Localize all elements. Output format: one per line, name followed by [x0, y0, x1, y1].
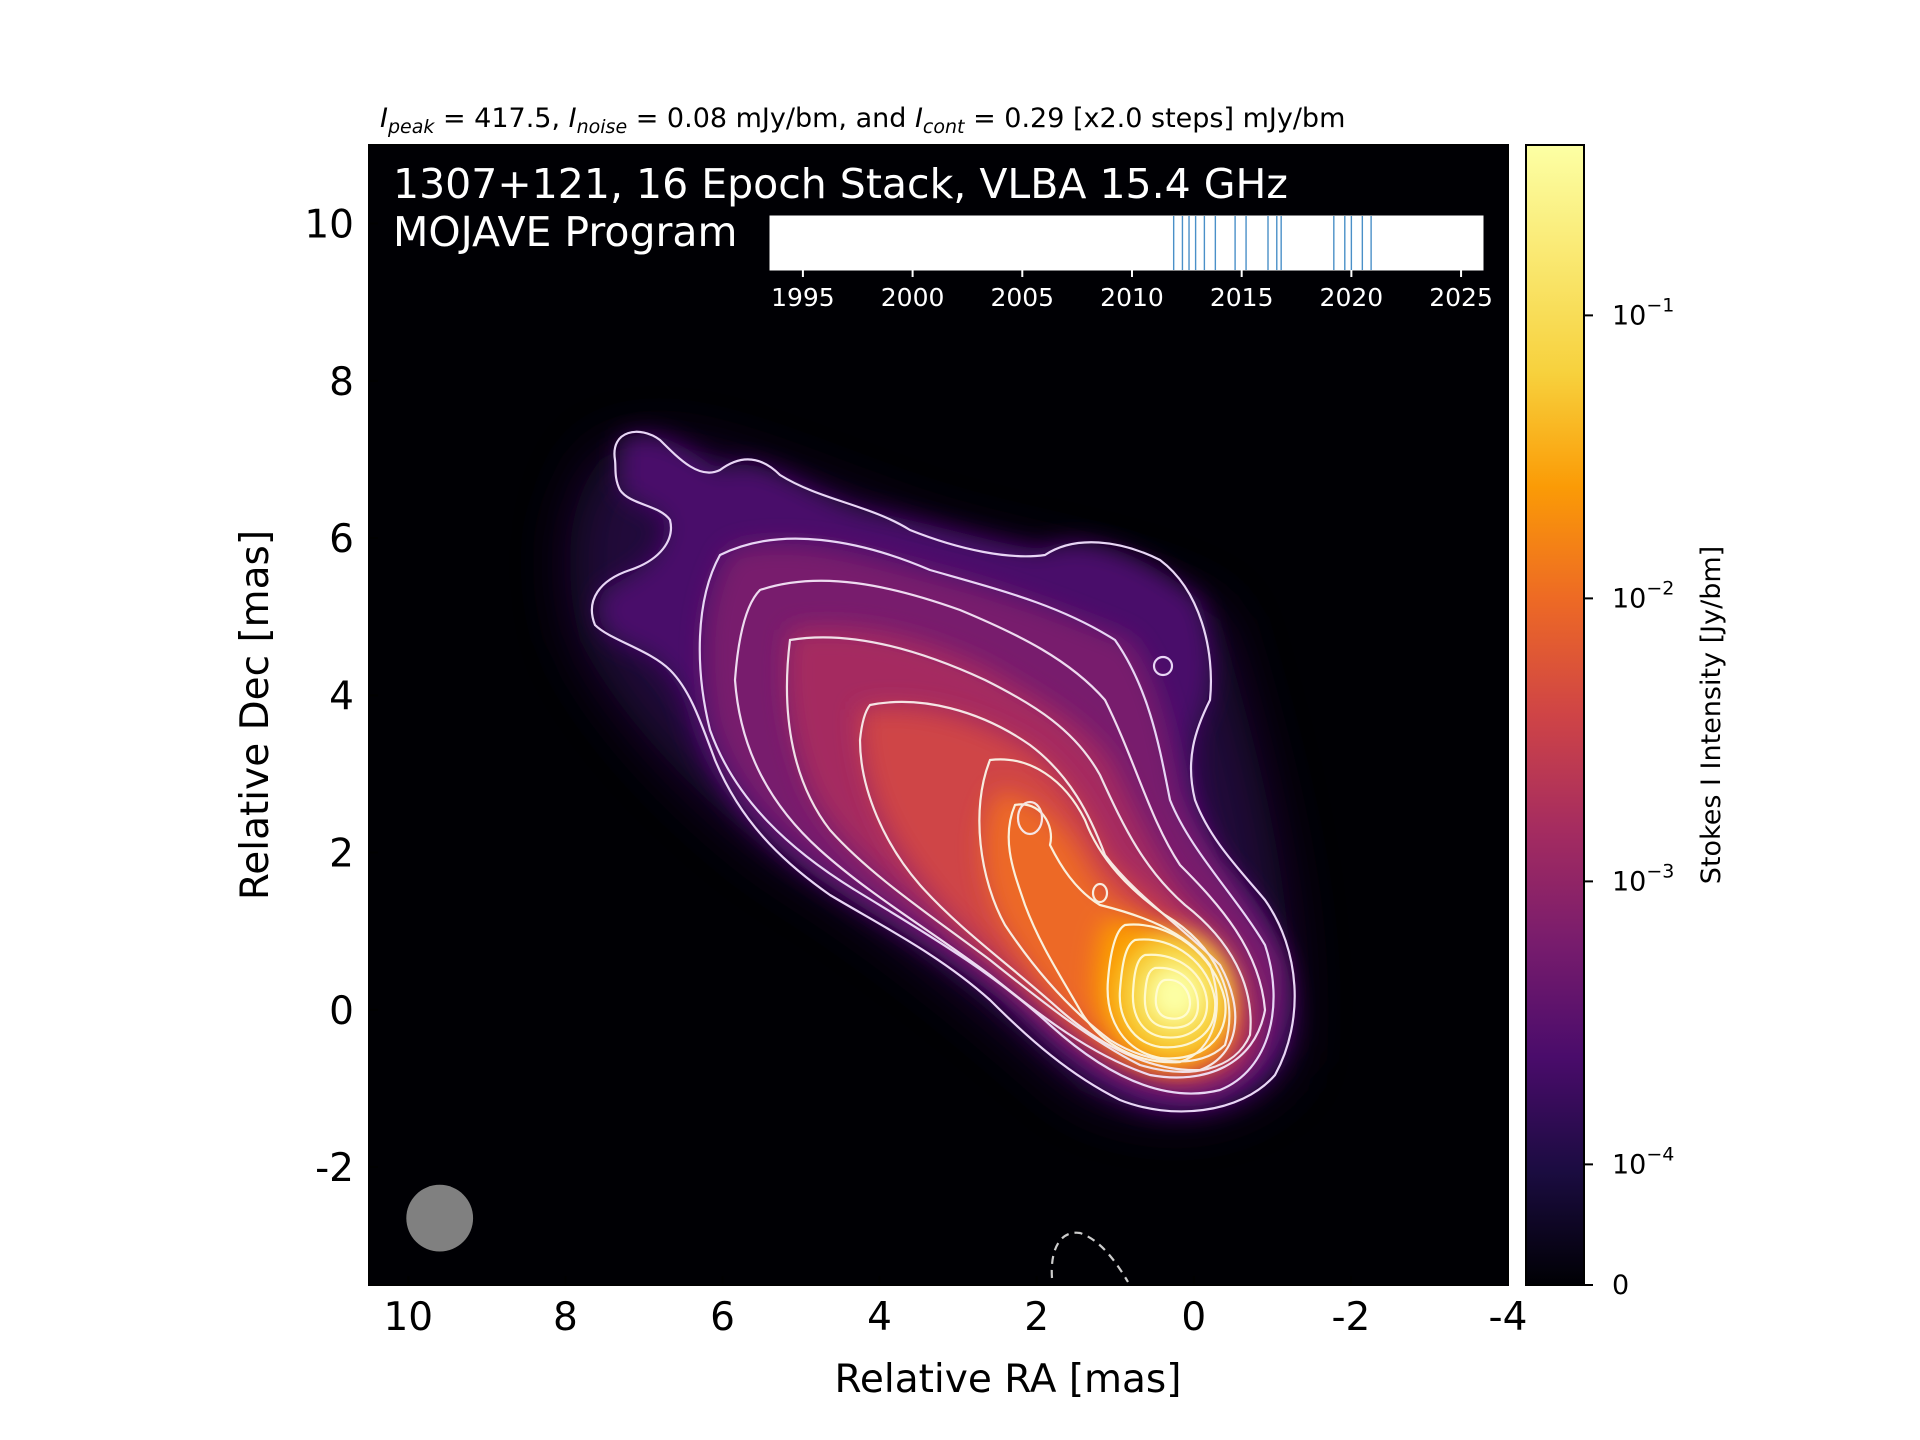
y-axis: 10 8 6 4 2 0 -2: [304, 203, 378, 1191]
y-tick-label: 0: [329, 989, 354, 1034]
x-tick-label: 6: [710, 1295, 735, 1340]
x-tick-label: 4: [867, 1295, 892, 1340]
colorbar-tick-label: 10−4: [1612, 1143, 1674, 1180]
contour-8: [1106, 923, 1227, 1060]
colorbar-tick-label: 10−3: [1612, 860, 1674, 897]
timeline-tick-label: 2000: [881, 283, 945, 312]
colorbar-ticks: 10−1 10−2 10−3 10−4 0: [1584, 294, 1674, 1301]
contour-island: [1152, 655, 1174, 677]
core-peak: [1145, 963, 1205, 1027]
x-tick-label: 0: [1181, 1295, 1206, 1340]
jet-emission: [569, 430, 1296, 1283]
colorbar-tick-label: 0: [1612, 1270, 1629, 1301]
chart-title: Ipeak = 417.5, Inoise = 0.08 mJy/bm, and…: [380, 103, 1345, 138]
colorbar-tick-label: 10−1: [1612, 294, 1674, 331]
contours: [590, 430, 1296, 1283]
contour-11: [1143, 966, 1200, 1029]
plot-frame: [368, 144, 1509, 1286]
contour-knot-a: [1016, 800, 1044, 836]
y-tick-label: 6: [329, 517, 354, 562]
timeline-tick-label: 1995: [771, 283, 835, 312]
x-tick-label: -2: [1331, 1295, 1370, 1340]
contour-knot-b: [1091, 882, 1109, 904]
x-tick-label: -4: [1489, 1295, 1528, 1340]
colorbar-tick-label: 10−2: [1612, 577, 1674, 614]
y-tick-label: 8: [329, 360, 354, 405]
contour-1: [590, 430, 1296, 1113]
contour-2: [698, 537, 1275, 1095]
beam-ellipse: [406, 1184, 474, 1252]
y-tick-label: 4: [329, 674, 354, 719]
colorbar-gradient: [1525, 144, 1585, 1286]
source-annotation-line2: MOJAVE Program: [393, 208, 737, 256]
y-tick-label: -2: [315, 1146, 354, 1191]
contour-3: [733, 579, 1267, 1079]
x-tick-label: 8: [553, 1295, 578, 1340]
y-tick-label: 2: [329, 832, 354, 877]
x-tick-label: 2: [1024, 1295, 1049, 1340]
epoch-timeline-box: [769, 215, 1484, 271]
source-annotation-line1: 1307+121, 16 Epoch Stack, VLBA 15.4 GHz: [393, 160, 1288, 208]
contour-4: [785, 636, 1252, 1073]
contour-12: [1154, 978, 1192, 1020]
timeline-tick-label: 2010: [1100, 283, 1164, 312]
x-axis: 10 8 6 4 2 0 -2 -4: [383, 1276, 1527, 1340]
contour-5: [858, 700, 1237, 1072]
timeline-tick-label: 2020: [1320, 283, 1384, 312]
epoch-lines: [1172, 216, 1372, 270]
timeline-tick-label: 2025: [1429, 283, 1493, 312]
y-axis-label: Relative Dec [mas]: [233, 530, 278, 900]
x-axis-label: Relative RA [mas]: [835, 1357, 1182, 1402]
negative-contour: [1050, 1231, 1129, 1283]
y-tick-label: 10: [304, 203, 354, 248]
timeline-ticks: 1995 2000 2005 2010 2015 2020 2025: [771, 270, 1493, 312]
x-tick-label: 10: [383, 1295, 433, 1340]
timeline-tick-label: 2005: [990, 283, 1054, 312]
contour-7: [1007, 803, 1218, 1064]
contour-6: [978, 758, 1231, 1063]
colorbar: 10−1 10−2 10−3 10−4 0 Stokes I Intensity [Jy…: [1525, 144, 1727, 1301]
colorbar-label: Stokes I Intensity [Jy/bm]: [1696, 546, 1727, 884]
timeline-tick-label: 2015: [1210, 283, 1274, 312]
epoch-timeline-inset: 1995 2000 2005 2010 2015 2020 2025: [769, 215, 1493, 312]
contour-10: [1131, 953, 1209, 1039]
image-plot: 1307+121, 16 Epoch Stack, VLBA 15.4 GHz …: [368, 144, 1509, 1286]
contour-9: [1118, 938, 1217, 1049]
